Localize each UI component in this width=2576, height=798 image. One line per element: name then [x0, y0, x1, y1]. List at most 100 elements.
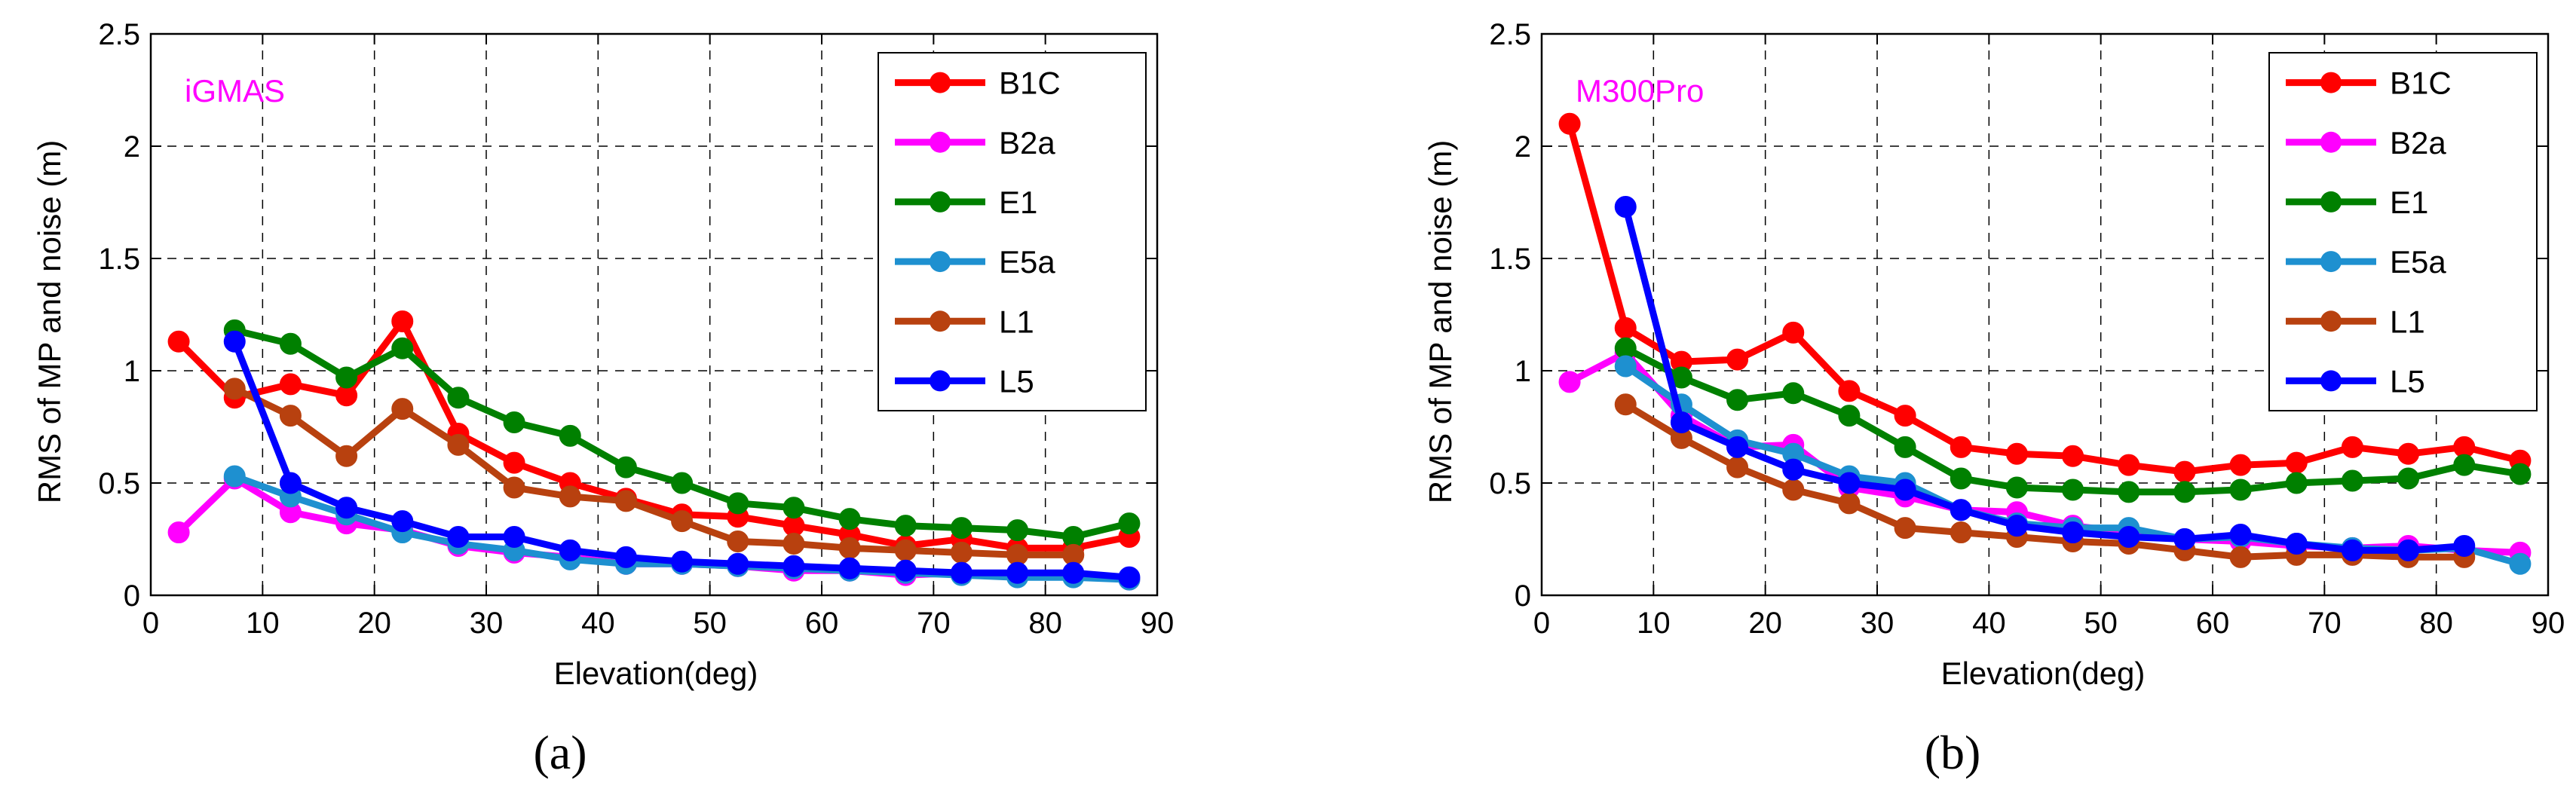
- data-point-l1-a: [671, 510, 694, 533]
- data-point-l1-a: [783, 532, 805, 555]
- data-point-b1c-a: [391, 310, 414, 332]
- data-point-e1-b: [1726, 389, 1749, 411]
- grid-b: [1542, 34, 2548, 595]
- data-point-l1-b: [1838, 492, 1861, 515]
- legend-marker-e1-b: [2320, 191, 2342, 212]
- legend-label-e1-a: E1: [999, 185, 1037, 220]
- grid-a: [151, 34, 1157, 595]
- data-point-l5-a: [950, 561, 973, 584]
- xlabel-b: Elevation(deg): [1941, 656, 2146, 691]
- legend-marker-b2a-b: [2320, 131, 2342, 153]
- data-point-e5a-b: [2509, 552, 2532, 575]
- data-point-l1-b: [1894, 517, 1916, 540]
- legend-item-l5-b: L5: [2286, 363, 2425, 399]
- data-point-e1-a: [727, 492, 749, 515]
- y-tick-label-b: 0: [1515, 579, 1531, 613]
- y-tick-label-a: 0: [124, 579, 140, 613]
- data-point-e5a-a: [223, 465, 246, 488]
- data-point-l5-a: [335, 497, 358, 519]
- data-point-e1-b: [2453, 454, 2476, 476]
- series-l5-a: [223, 330, 1141, 589]
- x-tick-label-a: 80: [1028, 607, 1062, 640]
- ylabel-b: RMS of MP and noise (m): [1423, 140, 1458, 503]
- legend-marker-b2a-a: [930, 131, 951, 153]
- data-point-l5-a: [223, 330, 246, 353]
- legend-label-e5a-b: E5a: [2390, 244, 2446, 280]
- legend-marker-l5-a: [930, 370, 951, 392]
- data-point-b1c-a: [503, 451, 525, 474]
- x-tick-label-b: 10: [1637, 607, 1671, 640]
- data-point-e1-a: [1006, 519, 1029, 542]
- data-point-l5-b: [2285, 532, 2308, 555]
- data-point-l5-b: [2005, 515, 2028, 537]
- data-point-b1c-b: [1838, 380, 1861, 402]
- series-e1-a: [223, 319, 1141, 549]
- series-l5-b: [1614, 195, 2476, 561]
- series-line-l1-b: [1623, 401, 2464, 561]
- y-tick-label-b: 1.5: [1489, 243, 1531, 276]
- data-point-e1-a: [391, 337, 414, 359]
- data-point-l1-b: [2229, 546, 2252, 568]
- y-tick-label-b: 0.5: [1489, 467, 1531, 500]
- data-point-e1-b: [2341, 469, 2363, 492]
- legend-item-b2a-a: B2a: [895, 125, 1055, 161]
- data-point-e1-a: [894, 515, 917, 537]
- data-point-b1c-b: [1894, 405, 1916, 427]
- data-point-b1c-b: [2229, 454, 2252, 476]
- legend-box-b: [2268, 52, 2538, 411]
- x-tick-label-a: 60: [805, 607, 839, 640]
- data-point-l5-b: [2397, 539, 2420, 561]
- data-point-l1-a: [727, 530, 749, 552]
- x-tick-label-b: 40: [1972, 607, 2006, 640]
- legend-item-l1-b: L1: [2286, 304, 2425, 339]
- x-tick-label-b: 30: [1861, 607, 1894, 640]
- data-point-l1-a: [503, 476, 525, 499]
- legend-marker-b1c-a: [930, 72, 951, 93]
- legend-label-b2a-a: B2a: [999, 125, 1055, 161]
- data-point-e1-b: [2062, 478, 2084, 501]
- data-point-l5-b: [2341, 539, 2363, 561]
- data-point-l5-a: [838, 557, 861, 579]
- data-point-l5-a: [1062, 561, 1085, 584]
- legend-marker-b1c-b: [2320, 72, 2342, 93]
- x-tick-label-a: 70: [917, 607, 951, 640]
- legend-label-l5-a: L5: [999, 363, 1034, 399]
- data-point-l1-a: [447, 433, 470, 456]
- data-point-e1-b: [1838, 405, 1861, 427]
- legend-item-b2a-b: B2a: [2286, 125, 2446, 161]
- data-point-l5-a: [1118, 566, 1141, 589]
- data-point-l5-a: [1006, 561, 1029, 584]
- x-tick-label-a: 10: [246, 607, 280, 640]
- legend-label-e5a-a: E5a: [999, 244, 1055, 280]
- data-point-l1-a: [838, 537, 861, 559]
- y-tick-label-a: 0.5: [98, 467, 140, 500]
- legend-item-l1-a: L1: [895, 304, 1034, 339]
- data-point-b1c-a: [279, 373, 302, 396]
- data-point-l5-a: [727, 552, 749, 575]
- annotation-a: iGMAS: [185, 73, 285, 109]
- legend-a: B1C B2a E1 E5a L1 L5: [878, 52, 1147, 411]
- series-group-a: [167, 310, 1141, 591]
- data-point-l1-b: [1782, 478, 1805, 501]
- data-point-b1c-b: [1558, 112, 1581, 135]
- legend-marker-e1-a: [930, 191, 951, 212]
- y-tick-label-a: 2.5: [98, 18, 140, 51]
- data-point-b1c-b: [2005, 442, 2028, 465]
- data-point-l1-b: [1614, 393, 1637, 416]
- data-point-e1-a: [559, 424, 581, 447]
- legend-label-l1-a: L1: [999, 304, 1034, 339]
- data-point-l5-b: [1894, 478, 1916, 501]
- y-tick-label-b: 2: [1515, 130, 1531, 164]
- x-tick-label-b: 70: [2308, 607, 2342, 640]
- data-point-b1c-b: [2397, 442, 2420, 465]
- chart-a: 0 10 20 30 40 50 60 70 80 90 0 0.5 1 1.5 2 2.5 iGMAS B1…: [32, 18, 1174, 779]
- axes-frame-a: [149, 32, 1159, 597]
- data-point-b1c-b: [2062, 445, 2084, 467]
- panel-label-a: (a): [533, 726, 587, 779]
- x-tick-label-b: 90: [2532, 607, 2565, 640]
- data-point-b1c-b: [1726, 348, 1749, 371]
- x-tick-label-a: 30: [470, 607, 504, 640]
- legend-marker-e5a-a: [930, 251, 951, 273]
- legend-item-e1-a: E1: [895, 185, 1037, 220]
- data-point-l1-a: [391, 398, 414, 420]
